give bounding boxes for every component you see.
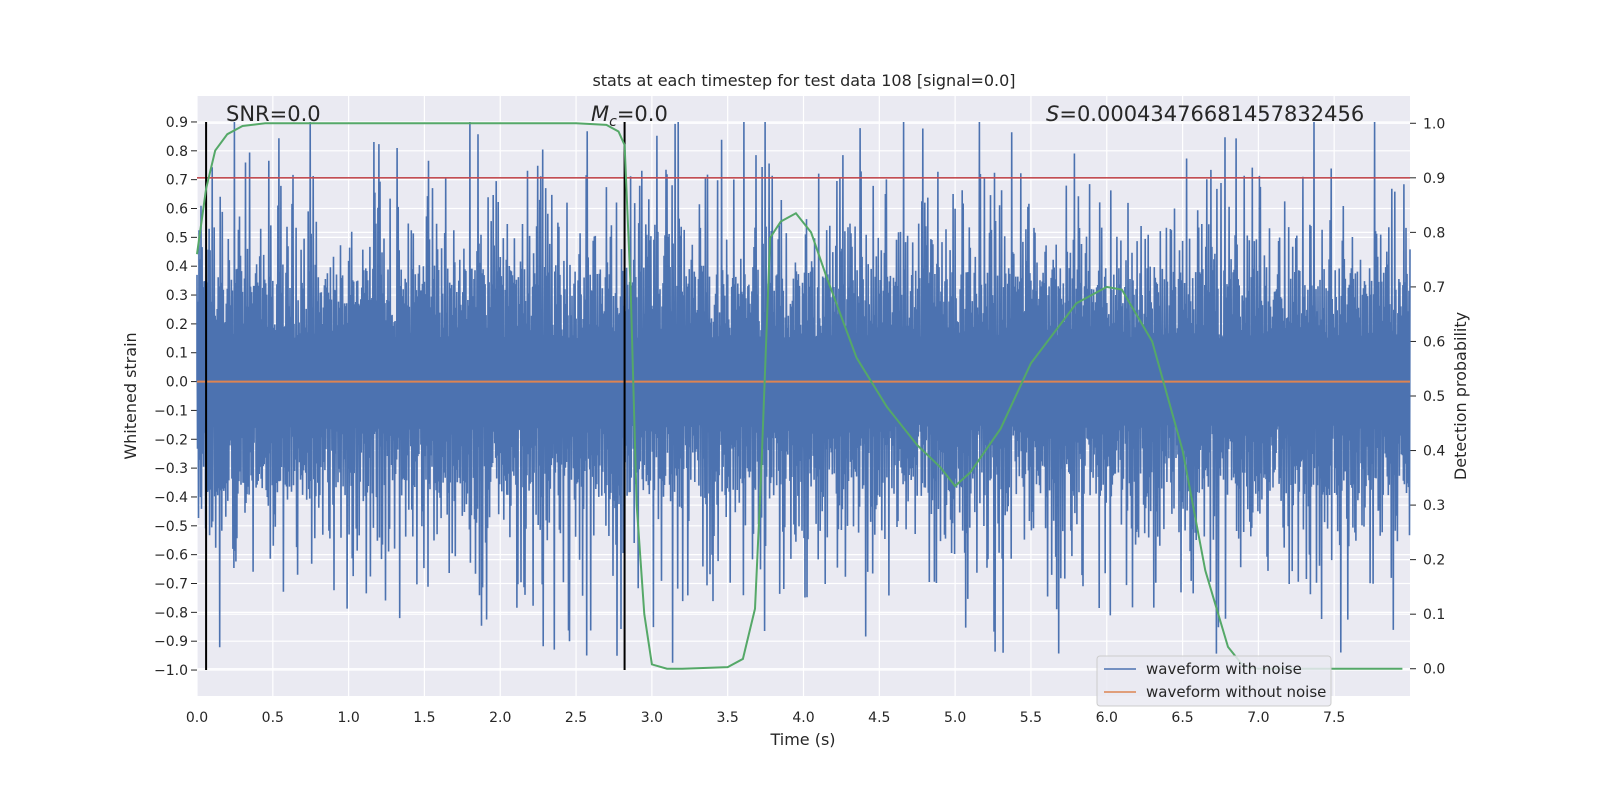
y-tick-label: −0.8 [154, 605, 188, 621]
x-tick-labels: 0.0 0.5 1.0 1.5 2.0 2.5 3.0 3.5 4.0 4.5 5.0 5.5 6.0 6… [186, 710, 1345, 726]
mc-symbol: M [591, 102, 609, 126]
s-symbol: S [1046, 102, 1059, 126]
y-tick-labels: 0.9 0.8 0.7 0.6 0.5 0.4 0.3 0.2 0.1 0.0 −0.1 −0.2 −0… [154, 115, 197, 679]
x-tick-label: 5.5 [1020, 710, 1042, 726]
y2-tick-label: 0.4 [1423, 444, 1445, 460]
y-tick-label: −0.7 [154, 577, 188, 593]
y-tick-label: 0.4 [166, 259, 188, 275]
x-tick-label: 2.5 [565, 710, 587, 726]
y-tick-label: 0.0 [166, 375, 188, 391]
x-tick-label: 0.5 [262, 710, 284, 726]
x-tick-label: 3.0 [641, 710, 663, 726]
x-tick-label: 2.0 [489, 710, 511, 726]
y-tick-label: −0.9 [154, 634, 188, 650]
y-tick-label: 0.5 [166, 230, 188, 246]
chart-title: stats at each timestep for test data 108… [592, 71, 1015, 90]
y-tick-label: 0.6 [166, 202, 188, 218]
y-tick-label: −0.1 [154, 403, 188, 419]
y-tick-label: 0.3 [166, 288, 188, 304]
y-tick-label: −0.5 [154, 519, 188, 535]
x-tick-label: 7.0 [1247, 710, 1269, 726]
y2-tick-label: 0.1 [1423, 607, 1445, 623]
y2-tick-label: 0.7 [1423, 280, 1445, 296]
y2-tick-label: 0.9 [1423, 171, 1445, 187]
x-tick-label: 1.5 [413, 710, 435, 726]
snr-annotation: SNR=0.0 [226, 102, 321, 126]
y2-tick-label: 0.0 [1423, 662, 1445, 678]
x-tick-label: 6.5 [1171, 710, 1193, 726]
x-tick-label: 4.5 [868, 710, 890, 726]
y2-axis-label: Detection probability [1451, 312, 1470, 480]
y-tick-label: 0.9 [166, 115, 188, 131]
y2-tick-label: 1.0 [1423, 116, 1445, 132]
mc-value: =0.0 [617, 102, 668, 126]
noise-waveform-line [196, 121, 1411, 663]
x-tick-label: 5.0 [944, 710, 966, 726]
x-tick-label: 1.0 [337, 710, 359, 726]
y-tick-label: 0.8 [166, 144, 188, 160]
y-tick-label: 0.1 [166, 346, 188, 362]
legend: waveform with noise waveform without noi… [1096, 655, 1332, 707]
x-tick-label: 4.0 [792, 710, 814, 726]
y2-tick-label: 0.5 [1423, 389, 1445, 405]
x-tick-label: 7.5 [1323, 710, 1345, 726]
x-axis-label: Time (s) [769, 730, 835, 749]
detection-probability-line [196, 122, 1403, 670]
y-tick-label: −1.0 [154, 663, 188, 679]
x-tick-label: 3.5 [717, 710, 739, 726]
legend-label-clean: waveform without noise [1146, 683, 1326, 701]
s-value: =0.00043476681457832456 [1059, 102, 1364, 126]
legend-label-noise: waveform with noise [1146, 660, 1302, 678]
mc-annotation: Mc=0.0 [591, 102, 668, 130]
y-tick-label: −0.4 [154, 490, 188, 506]
legend-box [1096, 655, 1332, 707]
y2-tick-label: 0.8 [1423, 225, 1445, 241]
x-tick-label: 6.0 [1096, 710, 1118, 726]
s-annotation: S=0.00043476681457832456 [1046, 102, 1364, 126]
noise-series [196, 121, 1411, 663]
y-tick-label: 0.7 [166, 173, 188, 189]
y-tick-label: −0.6 [154, 548, 188, 564]
y-axis-label: Whitened strain [121, 332, 140, 459]
y2-tick-label: 0.6 [1423, 334, 1445, 350]
marker-lines [205, 121, 626, 671]
y2-tick-label: 0.3 [1423, 498, 1445, 514]
y2-tick-labels: 1.0 0.9 0.8 0.7 0.6 0.5 0.4 0.3 0.2 0.1 0.0 [1410, 116, 1445, 678]
y-tick-label: −0.3 [154, 461, 188, 477]
y-tick-label: −0.2 [154, 432, 188, 448]
y2-tick-label: 0.2 [1423, 553, 1445, 569]
mc-subscript: c [609, 114, 617, 130]
x-tick-label: 0.0 [186, 710, 208, 726]
y-tick-label: 0.2 [166, 317, 188, 333]
